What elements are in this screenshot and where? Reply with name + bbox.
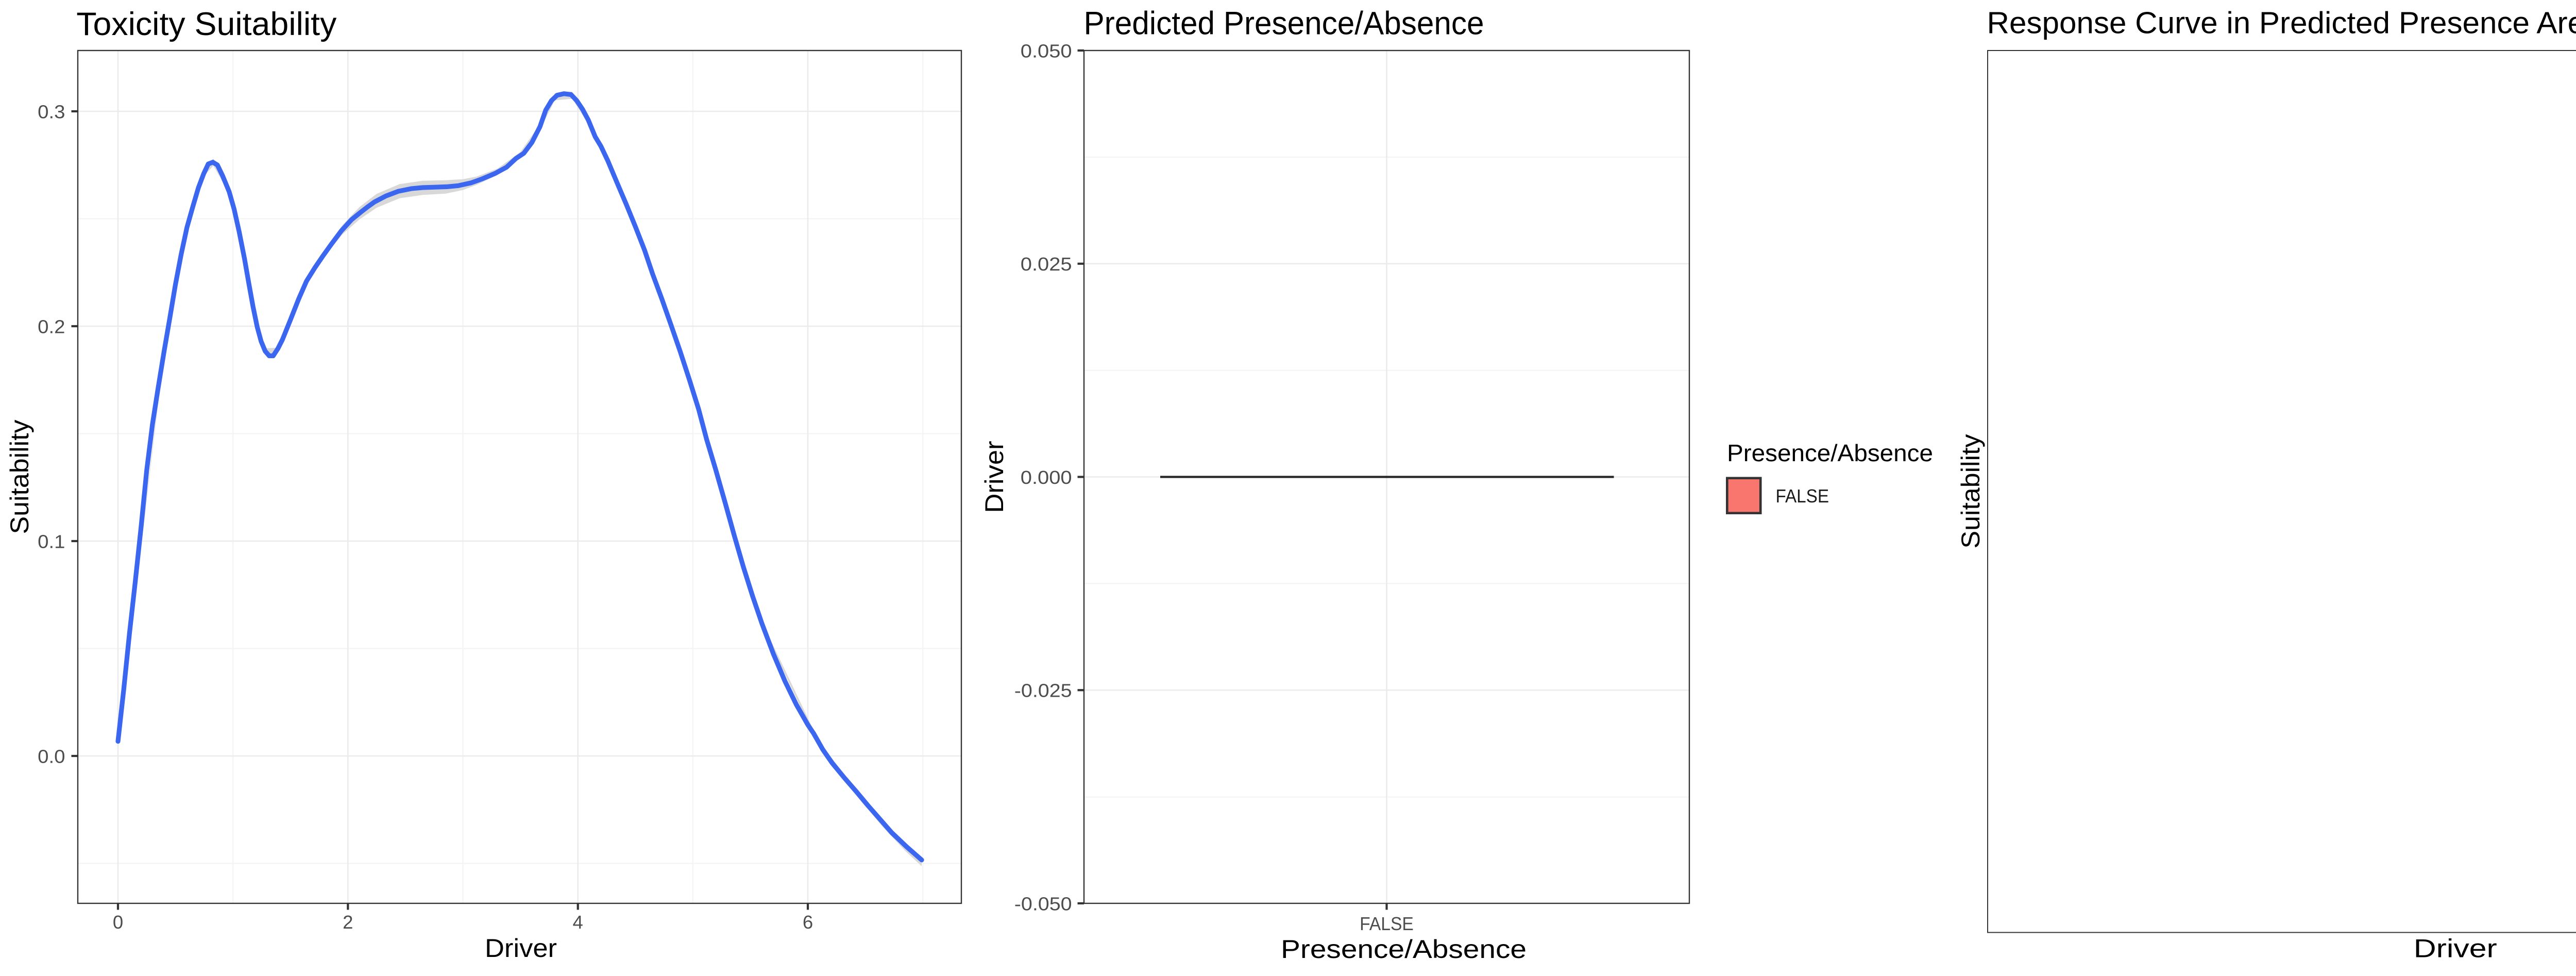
svg-text:Driver: Driver [2414,934,2497,963]
svg-text:0.2: 0.2 [38,316,65,337]
svg-text:Presence/Absence: Presence/Absence [1727,440,1933,466]
svg-text:-0.025: -0.025 [1014,680,1072,701]
svg-text:Driver: Driver [980,441,1009,513]
svg-text:Suitability: Suitability [1956,434,1985,549]
svg-text:Toxicity Suitability: Toxicity Suitability [76,6,337,42]
svg-text:-0.050: -0.050 [1014,893,1072,914]
svg-text:Driver: Driver [485,934,557,963]
svg-text:FALSE: FALSE [1776,485,1829,507]
svg-text:Predicted Presence/Absence: Predicted Presence/Absence [1084,6,1484,42]
svg-text:FALSE: FALSE [1360,913,1414,934]
svg-text:0.0: 0.0 [38,746,65,767]
svg-text:0: 0 [113,912,123,933]
svg-text:0.050: 0.050 [1021,40,1072,61]
svg-text:6: 6 [803,912,813,933]
svg-text:Response Curve in Predicted Pr: Response Curve in Predicted Presence Are… [1987,6,2576,40]
svg-text:Presence/Absence: Presence/Absence [1281,935,1527,964]
svg-text:0.000: 0.000 [1021,467,1072,488]
svg-text:0.025: 0.025 [1021,254,1072,275]
svg-text:2: 2 [343,912,353,933]
svg-text:0.3: 0.3 [38,101,65,122]
svg-text:0.1: 0.1 [38,531,65,552]
svg-text:Suitability: Suitability [5,420,34,534]
svg-text:4: 4 [573,912,583,933]
